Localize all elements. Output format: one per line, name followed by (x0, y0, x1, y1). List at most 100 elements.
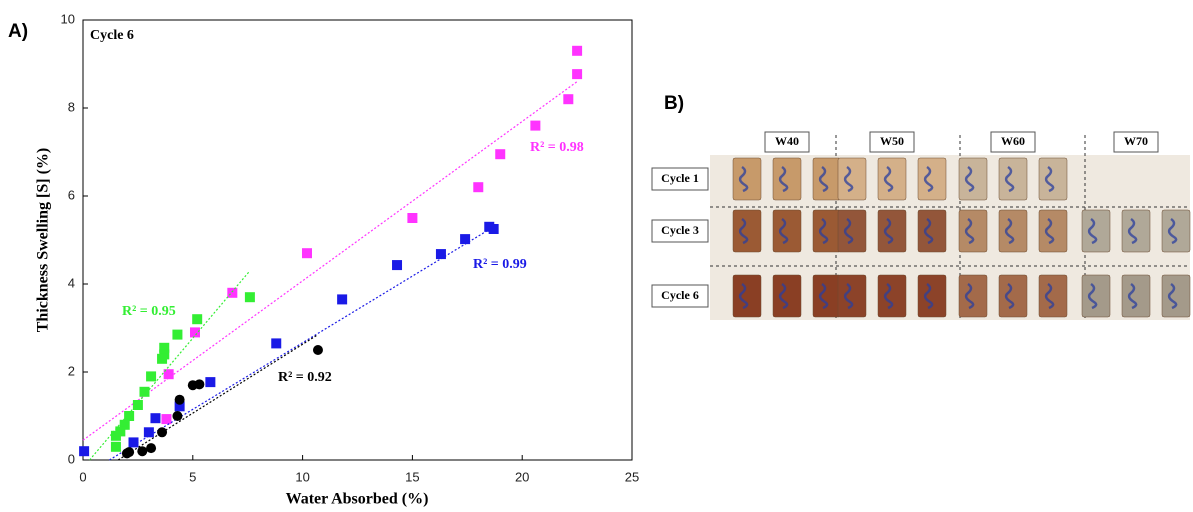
point (312, 345, 323, 355)
specimen (998, 209, 1028, 253)
specimen-marking (1004, 165, 1015, 193)
row-header: Cycle 3 (661, 223, 699, 237)
specimen-marking (818, 282, 829, 310)
point (271, 338, 282, 349)
specimen-marking (964, 217, 975, 245)
row-header: Cycle 6 (661, 288, 699, 302)
specimen-marking (923, 217, 934, 245)
specimen-marking (738, 165, 749, 193)
point (174, 394, 185, 405)
point (146, 371, 157, 382)
specimen-marking (1087, 282, 1098, 310)
specimen-marking (964, 282, 975, 310)
column-header-box (764, 131, 810, 153)
column-header: W50 (880, 134, 904, 148)
specimen (1038, 157, 1068, 201)
point (157, 427, 168, 438)
specimen-marking (843, 165, 854, 193)
point (110, 430, 121, 441)
row-header-box (651, 284, 709, 308)
row-header-box (651, 167, 709, 191)
panel-label: A) (8, 21, 28, 42)
point (143, 427, 154, 438)
annotation: Cycle 6 (90, 28, 134, 43)
point (244, 292, 255, 303)
point (172, 329, 183, 340)
specimen-marking (778, 282, 789, 310)
specimen (837, 274, 867, 318)
point (392, 260, 403, 271)
specimen (812, 209, 842, 253)
specimen (958, 157, 988, 201)
point (337, 294, 348, 305)
specimen-marking (1044, 217, 1055, 245)
point (488, 224, 499, 234)
point (163, 369, 174, 380)
y-tick-label: 2 (68, 363, 75, 378)
specimen-marking (843, 217, 854, 245)
specimen-marking (738, 217, 749, 245)
x-tick-label: 10 (295, 469, 309, 484)
specimen (812, 274, 842, 318)
row-header: Cycle 1 (661, 171, 699, 185)
point (146, 443, 157, 454)
specimen-marking (818, 217, 829, 245)
specimen-marking (1004, 282, 1015, 310)
specimen (1081, 209, 1111, 253)
specimen (837, 157, 867, 201)
point (572, 45, 583, 56)
point (572, 69, 583, 80)
specimen (917, 209, 947, 253)
specimen-marking (1044, 165, 1055, 193)
x-tick-label: 20 (515, 469, 529, 484)
specimen (917, 274, 947, 318)
y-tick-label: 8 (68, 99, 75, 114)
y-tick-label: 10 (61, 11, 75, 26)
specimen-marking (818, 165, 829, 193)
column-header-box (990, 131, 1036, 153)
specimen (998, 274, 1028, 318)
column-header: W40 (775, 134, 799, 148)
r2-label: R² = 0.98 (530, 140, 584, 155)
x-axis-label: Water Absorbed (%) (286, 491, 429, 508)
trend-line (109, 226, 494, 461)
point (495, 149, 506, 160)
specimen (1038, 274, 1068, 318)
point (227, 287, 238, 298)
point (79, 446, 90, 457)
specimen (917, 157, 947, 201)
column-header: W60 (1001, 134, 1025, 148)
specimen-marking (883, 217, 894, 245)
point (110, 441, 121, 452)
specimen (877, 209, 907, 253)
specimen (772, 274, 802, 318)
specimen-marking (883, 282, 894, 310)
specimen (772, 157, 802, 201)
specimen-marking (778, 217, 789, 245)
y-axis-label: Thickness Swelling [S] (%) (35, 148, 52, 332)
specimen-marking (923, 282, 934, 310)
trend-line (117, 334, 319, 461)
specimen-marking (738, 282, 749, 310)
specimen-marking (1167, 217, 1178, 245)
point (159, 342, 170, 353)
point (530, 120, 541, 131)
specimen-marking (1167, 282, 1178, 310)
specimen (732, 209, 762, 253)
point (205, 377, 216, 388)
specimen-marking (883, 165, 894, 193)
specimen (958, 274, 988, 318)
specimen (732, 157, 762, 201)
point (174, 401, 185, 412)
point (137, 446, 148, 457)
point (172, 411, 183, 421)
panel-label: B) (664, 93, 684, 114)
specimen (1081, 274, 1111, 318)
specimen-marking (778, 165, 789, 193)
specimen (1161, 274, 1191, 318)
point (157, 353, 168, 364)
y-tick-label: 4 (68, 275, 75, 290)
r2-label: R² = 0.99 (473, 257, 527, 272)
specimen (958, 209, 988, 253)
